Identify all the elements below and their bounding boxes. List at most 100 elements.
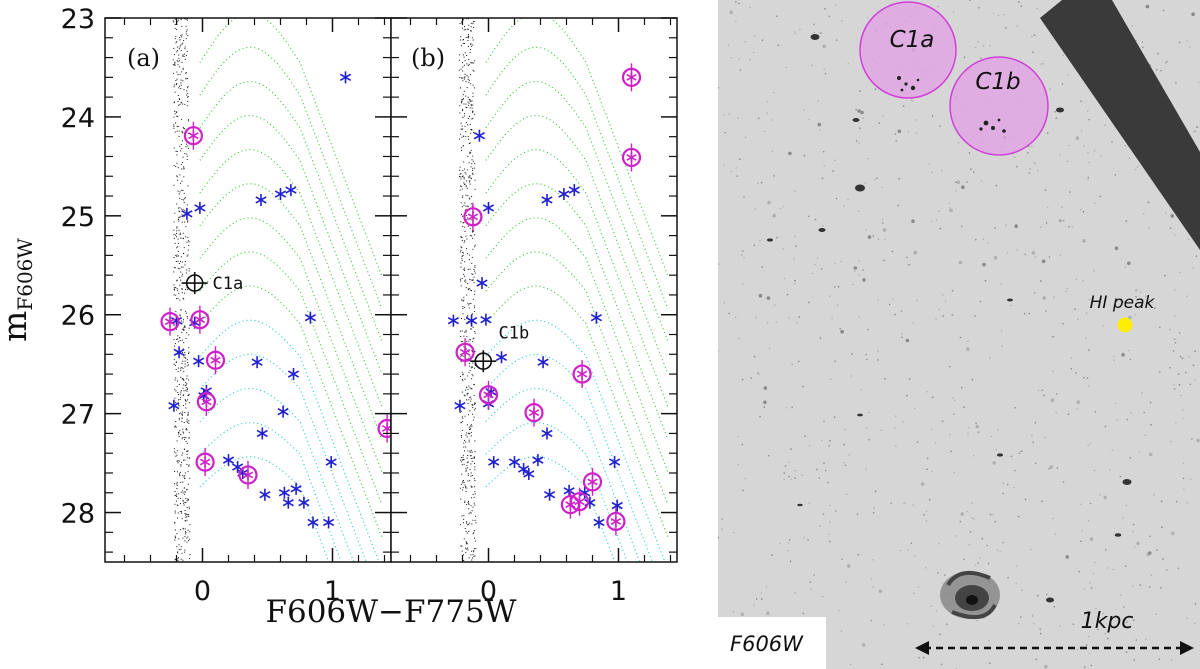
- sky-noise-dot: [723, 302, 726, 304]
- sky-noise-dot: [813, 574, 815, 576]
- sky-noise-dot: [876, 177, 878, 179]
- sky-noise-dot: [1173, 338, 1176, 341]
- sky-noise-dot: [948, 365, 951, 368]
- sky-noise-dot: [844, 428, 846, 431]
- sky-noise-dot: [798, 316, 801, 318]
- sky-noise-dot: [811, 272, 814, 275]
- sky-noise-dot: [1039, 628, 1041, 630]
- sky-noise-dot: [1068, 225, 1070, 228]
- sky-noise-dot: [862, 117, 864, 119]
- sky-noise-dot: [1182, 477, 1185, 480]
- sky-noise-dot: [771, 554, 773, 556]
- sky-noise-dot: [793, 258, 795, 260]
- sky-noise-dot: [813, 31, 815, 34]
- sky-noise-dot: [788, 475, 791, 478]
- sky-noise-dot: [829, 295, 831, 297]
- sky-noise-dot: [963, 56, 966, 58]
- sky-noise-dot: [956, 180, 960, 185]
- sky-noise-dot: [957, 141, 960, 144]
- sky-noise-dot: [787, 549, 789, 552]
- data-point-member: [463, 202, 483, 231]
- sky-noise-dot: [1178, 332, 1181, 334]
- sky-noise-dot: [1076, 648, 1079, 651]
- sky-noise-dot: [906, 549, 909, 551]
- sky-noise-dot: [718, 536, 720, 539]
- sky-noise-dot: [926, 457, 929, 460]
- sky-noise-dot: [823, 165, 826, 167]
- sky-noise-dot: [1081, 529, 1083, 532]
- sky-noise-dot: [1144, 638, 1147, 641]
- sky-noise-dot: [1148, 452, 1153, 457]
- sky-noise-dot: [782, 248, 784, 250]
- sky-noise-dot: [1150, 423, 1152, 426]
- sky-noise-dot: [1111, 141, 1113, 143]
- data-point-member: [183, 121, 203, 150]
- sky-noise-dot: [873, 178, 876, 181]
- sky-noise-dot: [1124, 144, 1127, 147]
- sky-noise-dot: [1075, 136, 1080, 140]
- sky-noise-dot: [772, 213, 776, 218]
- chip-gap: [1040, 0, 1200, 250]
- sky-noise-dot: [1097, 628, 1099, 631]
- sky-noise-dot: [1116, 419, 1118, 421]
- sky-noise-dot: [1016, 165, 1018, 168]
- sky-noise-dot: [1149, 535, 1151, 538]
- sky-noise-dot: [834, 360, 836, 363]
- sky-noise-dot: [867, 235, 872, 239]
- sky-noise-dot: [1044, 436, 1046, 439]
- sky-noise-dot: [1005, 27, 1007, 29]
- sky-noise-dot: [753, 355, 756, 358]
- sky-noise-dot: [979, 557, 981, 559]
- data-point-member: [190, 305, 210, 334]
- data-point-member-star: [194, 314, 206, 326]
- sky-noise-dot: [1125, 220, 1128, 222]
- sky-noise-dot: [753, 244, 756, 247]
- sky-noise-dot: [1024, 498, 1027, 501]
- sky-noise-dot: [959, 336, 962, 339]
- sky-noise-dot: [868, 411, 871, 414]
- sky-noise-dot: [768, 347, 771, 350]
- data-point-member-star: [528, 407, 540, 419]
- sky-noise-dot: [997, 428, 999, 431]
- sky-noise-dot: [1080, 540, 1082, 543]
- sky-noise-dot: [984, 279, 987, 282]
- sky-noise-dot: [828, 445, 830, 447]
- sky-noise-dot: [882, 222, 884, 224]
- sky-noise-dot: [925, 510, 928, 513]
- sky-noise-dot: [1168, 328, 1171, 331]
- sky-noise-dot: [1031, 145, 1033, 148]
- sky-noise-dot: [739, 158, 741, 160]
- scale-bar-label: 1kpc: [1081, 609, 1134, 634]
- sky-noise-dot: [961, 185, 965, 189]
- sky-noise-dot: [1128, 157, 1131, 159]
- sky-noise-dot: [846, 493, 848, 496]
- sky-noise-dot: [760, 592, 762, 594]
- sky-noise-dot: [742, 489, 744, 492]
- sky-noise-dot: [1086, 110, 1089, 112]
- sky-noise-dot: [955, 181, 957, 183]
- sky-noise-dot: [987, 242, 989, 245]
- sky-noise-dot: [995, 449, 997, 451]
- sky-noise-dot: [963, 558, 965, 561]
- sky-noise-dot: [1139, 291, 1142, 294]
- sky-noise-dot: [1100, 155, 1102, 157]
- sky-noise-dot: [988, 639, 990, 642]
- sky-noise-dot: [877, 299, 880, 301]
- data-point-star: [194, 201, 206, 214]
- sky-noise-dot: [1174, 342, 1177, 344]
- faint-galaxy: [857, 413, 863, 417]
- sky-noise-dot: [829, 521, 831, 523]
- sky-noise-dot: [1000, 282, 1002, 285]
- y-tick-label: 24: [61, 103, 95, 134]
- sky-noise-dot: [1188, 356, 1190, 358]
- sky-noise-dot: [982, 238, 985, 241]
- sky-noise-dot: [1166, 569, 1168, 571]
- sky-noise-dot: [807, 215, 810, 218]
- sky-noise-dot: [1129, 358, 1132, 361]
- filter-label-box: [718, 617, 826, 669]
- sky-noise-dot: [935, 610, 938, 612]
- sky-noise-dot: [944, 300, 947, 302]
- sky-noise-dot: [788, 539, 791, 541]
- sky-noise-dot: [758, 293, 763, 298]
- sky-noise-dot: [955, 535, 957, 537]
